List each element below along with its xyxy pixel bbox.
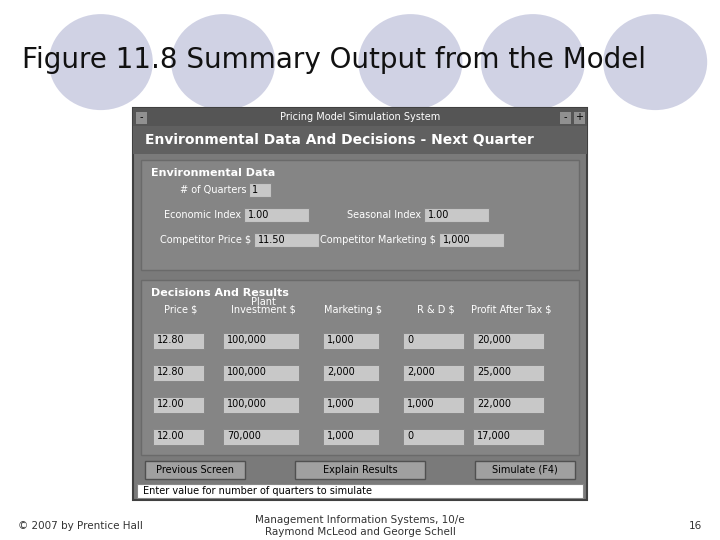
Bar: [141, 160, 579, 270]
Bar: [323, 333, 379, 349]
Text: Economic Index: Economic Index: [164, 210, 241, 220]
Text: +: +: [575, 112, 582, 122]
Text: 12.80: 12.80: [157, 335, 185, 345]
Bar: [573, 111, 585, 124]
Text: Simulate (F4): Simulate (F4): [492, 465, 558, 475]
Text: Investment $: Investment $: [231, 305, 296, 315]
Text: Competitor Marketing $: Competitor Marketing $: [320, 235, 436, 245]
Text: 0: 0: [408, 431, 413, 441]
Text: 16: 16: [689, 521, 702, 531]
Bar: [473, 333, 544, 349]
Bar: [249, 183, 271, 197]
Bar: [133, 108, 587, 500]
Text: 1,000: 1,000: [327, 399, 355, 409]
Bar: [403, 333, 464, 349]
Bar: [223, 397, 300, 413]
Text: Previous Screen: Previous Screen: [156, 465, 234, 475]
Text: Plant: Plant: [251, 297, 276, 307]
Text: Pricing Model Simulation System: Pricing Model Simulation System: [280, 112, 440, 122]
Bar: [403, 397, 464, 413]
Text: 70,000: 70,000: [228, 431, 261, 441]
Bar: [474, 461, 575, 479]
Text: Seasonal Index: Seasonal Index: [347, 210, 421, 220]
Text: 22,000: 22,000: [477, 399, 511, 409]
Text: 17,000: 17,000: [477, 431, 511, 441]
Text: 20,000: 20,000: [477, 335, 511, 345]
Ellipse shape: [359, 14, 462, 110]
Ellipse shape: [49, 14, 153, 110]
Text: Environmental Data: Environmental Data: [151, 168, 276, 178]
Bar: [141, 280, 579, 455]
Text: Enter value for number of quarters to simulate: Enter value for number of quarters to si…: [143, 485, 372, 496]
Ellipse shape: [171, 14, 275, 110]
Text: Explain Results: Explain Results: [323, 465, 397, 475]
Bar: [153, 333, 204, 349]
Text: 0: 0: [408, 335, 413, 345]
Bar: [223, 365, 300, 381]
Text: -: -: [563, 112, 567, 122]
Text: R & D $: R & D $: [417, 305, 454, 315]
Bar: [153, 397, 204, 413]
Bar: [473, 365, 544, 381]
Bar: [473, 397, 544, 413]
Bar: [295, 461, 425, 479]
Text: 1,000: 1,000: [327, 431, 355, 441]
Text: Marketing $: Marketing $: [324, 305, 382, 315]
Bar: [473, 429, 544, 445]
Text: # of Quarters: # of Quarters: [180, 185, 246, 195]
Text: Decisions And Results: Decisions And Results: [151, 288, 289, 298]
Text: Management Information Systems, 10/e
Raymond McLeod and George Schell: Management Information Systems, 10/e Ray…: [255, 515, 465, 537]
Text: 1.00: 1.00: [248, 210, 269, 220]
Text: Figure 11.8 Summary Output from the Model: Figure 11.8 Summary Output from the Mode…: [22, 46, 646, 74]
Text: © 2007 by Prentice Hall: © 2007 by Prentice Hall: [18, 521, 143, 531]
Bar: [559, 111, 571, 124]
Text: Price $: Price $: [164, 305, 197, 315]
Bar: [323, 429, 379, 445]
Text: 1: 1: [252, 185, 258, 195]
Bar: [153, 365, 204, 381]
Text: 12.80: 12.80: [157, 367, 185, 377]
Text: Competitor Price $: Competitor Price $: [160, 235, 251, 245]
Bar: [403, 429, 464, 445]
Bar: [223, 333, 300, 349]
Text: 12.00: 12.00: [157, 399, 185, 409]
Bar: [323, 397, 379, 413]
Text: 2,000: 2,000: [408, 367, 435, 377]
Bar: [403, 365, 464, 381]
Bar: [244, 208, 309, 222]
Bar: [145, 461, 246, 479]
Text: -: -: [140, 112, 143, 122]
Text: 1,000: 1,000: [327, 335, 355, 345]
Bar: [424, 208, 489, 222]
Bar: [323, 365, 379, 381]
Text: 100,000: 100,000: [228, 367, 267, 377]
Ellipse shape: [481, 14, 585, 110]
Bar: [133, 108, 587, 126]
Text: 1.00: 1.00: [428, 210, 449, 220]
Text: 25,000: 25,000: [477, 367, 511, 377]
Bar: [138, 483, 582, 497]
Text: Profit After Tax $: Profit After Tax $: [470, 305, 551, 315]
Bar: [135, 111, 147, 124]
Ellipse shape: [603, 14, 707, 110]
Text: 100,000: 100,000: [228, 335, 267, 345]
Text: 11.50: 11.50: [258, 235, 286, 245]
Bar: [153, 429, 204, 445]
Bar: [439, 233, 504, 247]
Text: 100,000: 100,000: [228, 399, 267, 409]
Text: 1,000: 1,000: [444, 235, 471, 245]
Bar: [133, 126, 587, 154]
Text: 2,000: 2,000: [327, 367, 355, 377]
Text: 1,000: 1,000: [408, 399, 435, 409]
Bar: [223, 429, 300, 445]
Bar: [254, 233, 319, 247]
Text: 12.00: 12.00: [157, 431, 185, 441]
Text: Environmental Data And Decisions - Next Quarter: Environmental Data And Decisions - Next …: [145, 133, 534, 147]
